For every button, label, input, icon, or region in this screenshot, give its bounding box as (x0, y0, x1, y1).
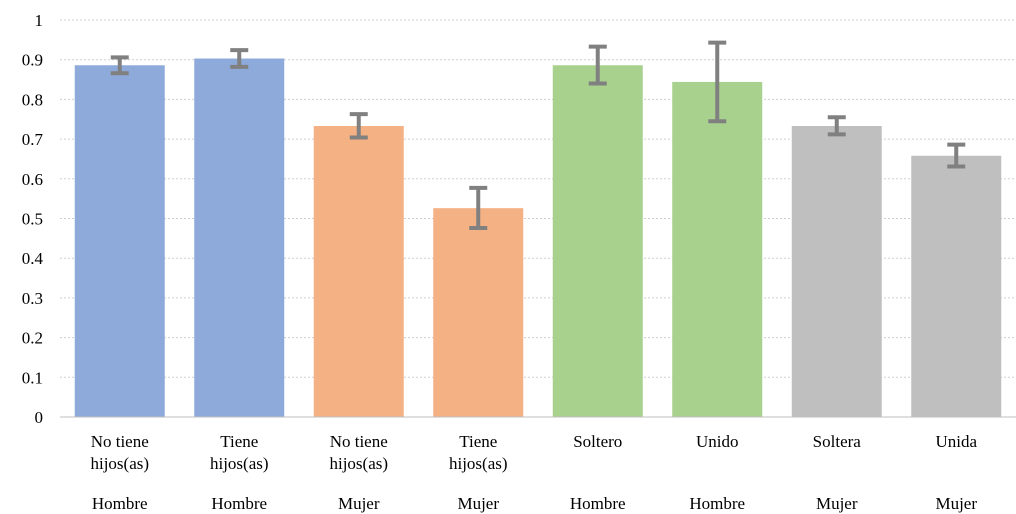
bar (313, 125, 404, 418)
y-tick-label: 1 (35, 11, 44, 30)
y-tick-label: 0.3 (22, 289, 43, 308)
y-tick-label: 0.7 (22, 130, 44, 149)
x-group-label: Hombre (211, 494, 267, 513)
x-axis-group-labels: Hombre Hombre Mujer Mujer Hombre Hombre Mujer M… (92, 494, 977, 513)
error-bar (349, 112, 368, 140)
x-category-label: Tiene (220, 432, 258, 451)
error-bar (588, 44, 607, 86)
x-category-label: Tiene (459, 432, 497, 451)
x-group-label: Hombre (570, 494, 626, 513)
x-group-label: Mujer (935, 494, 977, 513)
bar (672, 81, 763, 417)
error-bar (947, 142, 966, 169)
error-bar (469, 185, 488, 231)
y-tick-label: 0.5 (22, 210, 43, 229)
x-group-label: Hombre (92, 494, 148, 513)
x-category-label: hijos(as) (210, 454, 269, 473)
y-tick-label: 0.6 (22, 170, 43, 189)
error-bar (827, 115, 846, 137)
x-axis-category-labels: No tiene hijos(as) Tiene hijos(as) No tiene h… (90, 432, 977, 473)
bar (74, 65, 165, 418)
bars (74, 58, 1002, 418)
x-category-label: Soltero (573, 432, 622, 451)
error-bars (110, 40, 966, 231)
x-category-label: Soltera (813, 432, 862, 451)
bar (194, 58, 285, 417)
error-bar (230, 48, 249, 69)
bar (791, 125, 882, 418)
y-axis-tick-labels: 0 0.1 0.2 0.3 0.4 0.5 0.6 0.7 0.8 0.9 1 (22, 11, 44, 427)
bar (433, 208, 524, 417)
x-category-label: Unida (935, 432, 977, 451)
y-tick-label: 0.2 (22, 329, 43, 348)
x-group-label: Hombre (689, 494, 745, 513)
y-tick-label: 0.4 (22, 249, 44, 268)
y-tick-label: 0 (35, 408, 44, 427)
x-category-label: Unido (696, 432, 739, 451)
x-category-label: hijos(as) (329, 454, 388, 473)
bar (552, 65, 643, 418)
x-group-label: Mujer (338, 494, 380, 513)
x-category-label: No tiene (330, 432, 388, 451)
x-category-label: No tiene (91, 432, 149, 451)
bar (911, 155, 1002, 418)
error-bar (708, 40, 727, 124)
y-tick-label: 0.8 (22, 90, 43, 109)
x-group-label: Mujer (816, 494, 858, 513)
x-group-label: Mujer (457, 494, 499, 513)
y-tick-label: 0.1 (22, 368, 43, 387)
y-tick-label: 0.9 (22, 51, 43, 70)
x-category-label: hijos(as) (449, 454, 508, 473)
error-bar (110, 55, 129, 76)
x-category-label: hijos(as) (90, 454, 149, 473)
